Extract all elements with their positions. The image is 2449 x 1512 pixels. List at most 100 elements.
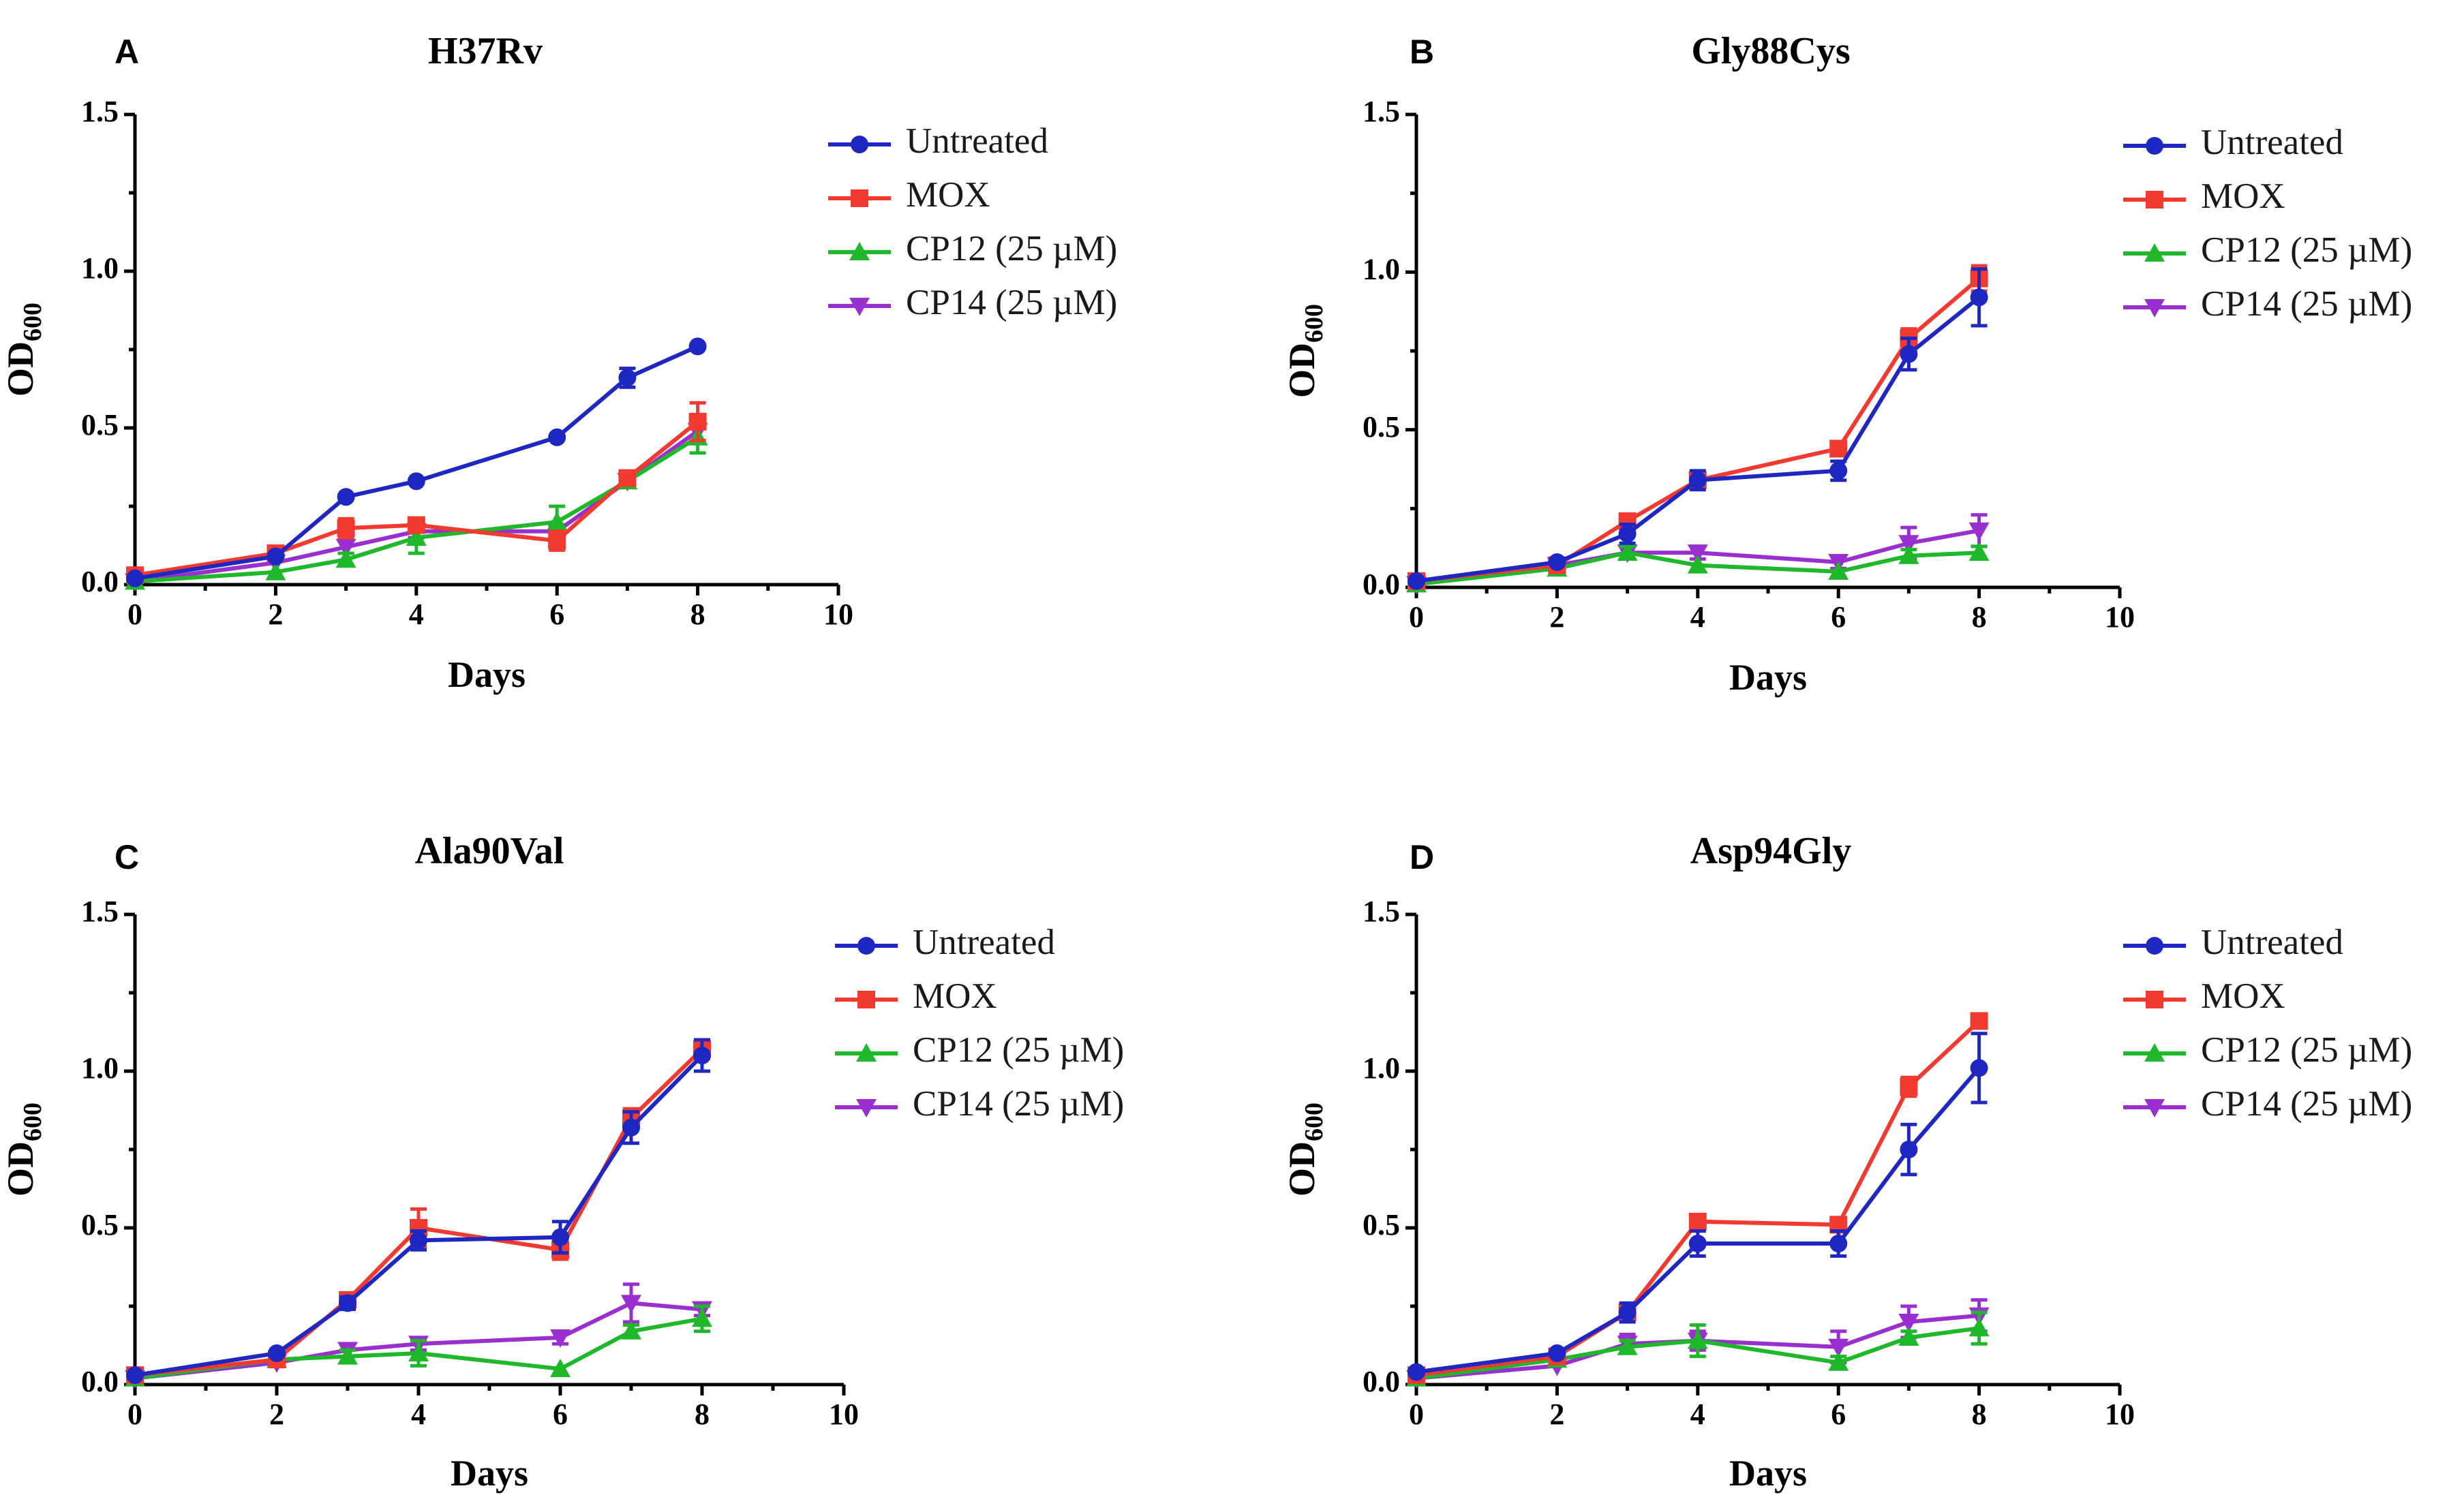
data-point [335, 538, 356, 557]
data-point [1970, 1059, 1988, 1077]
series-3 [1406, 513, 1990, 595]
data-point [692, 1308, 712, 1327]
x-tick-label: 6 [549, 598, 564, 631]
data-point [1829, 439, 1848, 458]
y-axis-label-main: OD [1281, 343, 1322, 398]
data-point [410, 1231, 427, 1250]
data-point [1898, 535, 1919, 554]
x-tick-label: 0 [127, 598, 142, 631]
y-axis-label-subscript: 600 [1300, 304, 1328, 343]
data-point [1898, 1327, 1919, 1346]
series-line [1416, 1019, 1981, 1378]
data-point [1968, 1318, 1990, 1337]
series-0 [126, 337, 707, 587]
data-point [1618, 1303, 1637, 1322]
data-point [1408, 1363, 1425, 1381]
x-tick-label: 0 [1409, 600, 1424, 634]
y-axis-label-subscript: 600 [1300, 1102, 1328, 1141]
data-point [1829, 1235, 1848, 1252]
legend-marker [2146, 137, 2163, 155]
data-point [1687, 1330, 1708, 1349]
legend-label: MOX [2201, 976, 2285, 1016]
x-tick-label: 2 [269, 1398, 284, 1431]
x-tick-label: 10 [2105, 1398, 2135, 1431]
y-axis-label-main: OD [1281, 1141, 1322, 1197]
chart-title: H37Rv [428, 30, 543, 72]
data-point [1617, 1336, 1638, 1355]
x-tick-label: 10 [829, 1398, 859, 1431]
y-tick-label: 0.5 [1363, 410, 1400, 444]
data-point [339, 1294, 356, 1312]
data-point [551, 1228, 569, 1246]
x-tick-label: 8 [1972, 1398, 1987, 1431]
data-point [550, 1359, 571, 1377]
legend-label: CP14 (25 µM) [913, 1084, 1124, 1124]
x-tick-label: 10 [2105, 600, 2135, 634]
series-line [134, 435, 699, 584]
x-tick-label: 2 [1549, 1398, 1564, 1431]
y-tick-label: 0.5 [81, 408, 119, 442]
y-axis-label-main: OD [0, 1141, 41, 1197]
data-point [1688, 1235, 1707, 1252]
chart-panel-a: A H37Rv 0.0 0.5 1.0 1.5 0 2 4 6 8 10 Days OD600 Untrea… [0, 30, 1117, 695]
legend-marker [851, 136, 868, 153]
legend-label: CP12 (25 µM) [2201, 1030, 2412, 1070]
x-tick-label: 0 [1409, 1398, 1424, 1431]
y-tick-label: 0.0 [1363, 1365, 1400, 1398]
x-tick-label: 4 [409, 598, 424, 631]
y-axis-label-main: OD [0, 341, 41, 397]
x-tick-label: 6 [1831, 600, 1846, 634]
legend: Untreated MOX CP12 (25 µM) CP14 (25 µM) [2123, 923, 2412, 1124]
data-point [1688, 1212, 1707, 1231]
data-point [1828, 561, 1849, 580]
data-point [1828, 1338, 1849, 1357]
x-tick-label: 8 [695, 1398, 710, 1431]
data-point [1687, 544, 1708, 564]
chart-panel-c: C Ala90Val 0.0 0.5 1.0 1.5 0 2 4 6 8 10 Days OD600 Unt… [0, 830, 1124, 1494]
series-2 [125, 1304, 712, 1387]
x-tick-label: 4 [411, 1398, 426, 1431]
data-point [1900, 345, 1918, 363]
x-tick-label: 8 [1972, 600, 1987, 634]
legend-marker [857, 937, 875, 955]
legend-label: CP12 (25 µM) [906, 229, 1117, 268]
data-point [126, 1366, 144, 1385]
series-0 [1408, 1032, 1988, 1381]
y-tick-label: 1.0 [1363, 252, 1400, 286]
series-1 [126, 1038, 711, 1385]
panel-letter: D [1410, 838, 1434, 876]
series-0 [126, 1038, 711, 1385]
data-point [1688, 471, 1707, 489]
series-line [1416, 277, 1981, 583]
data-point [267, 547, 285, 566]
x-axis-label: Days [451, 1453, 528, 1494]
chart-panel-b: B Gly88Cys 0.0 0.5 1.0 1.5 0 2 4 6 8 10 Days OD600 Unt… [1281, 30, 2412, 698]
panel-letter: A [115, 33, 139, 71]
data-point [408, 1343, 429, 1361]
legend: Untreated MOX CP12 (25 µM) CP14 (25 µM) [835, 923, 1124, 1124]
y-tick-label: 1.0 [81, 251, 119, 285]
legend-marker [2146, 937, 2163, 955]
data-point [126, 569, 144, 587]
x-axis-label: Days [1729, 657, 1807, 698]
x-tick-label: 6 [553, 1398, 568, 1431]
data-point [550, 1329, 571, 1348]
legend-label: Untreated [906, 121, 1048, 161]
data-point [1968, 542, 1990, 561]
y-tick-label: 1.0 [81, 1051, 119, 1085]
legend-label: CP12 (25 µM) [913, 1030, 1124, 1070]
data-point [1618, 525, 1637, 543]
legend-marker [849, 298, 870, 316]
data-point [1408, 572, 1425, 590]
legend-label: CP14 (25 µM) [2201, 284, 2412, 324]
chart-title: Ala90Val [415, 830, 564, 872]
y-axis-label-subscript: 600 [18, 1102, 47, 1141]
y-tick-label: 1.5 [81, 95, 119, 128]
legend-marker [856, 1043, 877, 1062]
chart-title: Asp94Gly [1690, 830, 1852, 872]
chart-panel-d: D Asp94Gly 0.0 0.5 1.0 1.5 0 2 4 6 8 10 Days OD600 Unt… [1281, 830, 2412, 1494]
y-tick-label: 1.5 [1363, 95, 1400, 128]
data-point [1829, 461, 1848, 480]
x-tick-label: 10 [823, 598, 853, 631]
